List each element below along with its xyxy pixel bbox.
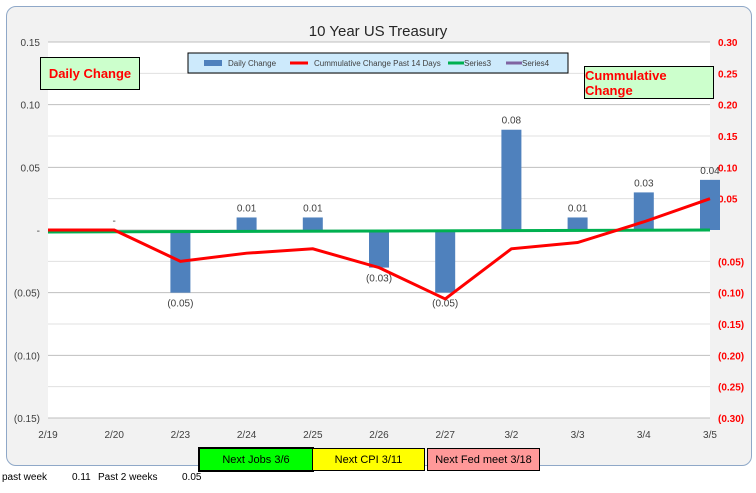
x-axis-tick: 3/2 <box>504 430 518 441</box>
bar-data-label: 0.08 <box>502 116 522 127</box>
cumulative-change-line <box>48 197 711 301</box>
past-week-value: 0.11 <box>72 472 91 483</box>
right-axis-tick: 0.15 <box>718 132 738 143</box>
right-axis-tick: 0.10 <box>718 163 738 174</box>
x-axis-tick: 3/4 <box>637 430 651 441</box>
right-axis-tick: (0.25) <box>718 383 744 394</box>
right-axis-tick: (0.10) <box>718 289 744 300</box>
legend-swatch-bar <box>204 60 222 66</box>
right-axis-tick: (0.15) <box>718 320 744 331</box>
bar-data-label: (0.05) <box>432 299 458 310</box>
left-axis-tick: (0.10) <box>14 351 40 362</box>
legend-label: Cummulative Change Past 14 Days <box>314 59 441 68</box>
x-axis-tick: 2/19 <box>38 430 58 441</box>
x-axis-tick: 2/25 <box>303 430 323 441</box>
bar-daily-change <box>236 217 257 230</box>
x-axis-tick: 2/23 <box>171 430 191 441</box>
bar-daily-change <box>302 217 323 230</box>
left-axis-tick: 0.10 <box>21 101 41 112</box>
right-axis-tick: 0.05 <box>718 195 738 206</box>
left-axis-tick: (0.15) <box>14 414 40 425</box>
bar-daily-change <box>567 217 588 230</box>
right-axis-tick: 0.20 <box>718 101 738 112</box>
x-axis-tick: 2/26 <box>369 430 389 441</box>
right-axis-tick: (0.20) <box>718 351 744 362</box>
right-axis-tick: 0.30 <box>718 38 738 49</box>
bar-data-label: 0.04 <box>700 166 720 177</box>
series3-line <box>47 228 711 234</box>
past-2-weeks-value: 0.05 <box>182 472 202 483</box>
footer-stats: past week 0.11 Past 2 weeks 0.05 <box>2 472 302 486</box>
daily-change-annotation: Daily Change <box>40 57 140 90</box>
legend-label: Daily Change <box>228 59 277 68</box>
bar-data-label: 0.01 <box>303 203 323 214</box>
x-axis-tick: 2/27 <box>435 430 455 441</box>
x-axis-tick: 3/3 <box>571 430 585 441</box>
right-axis-tick: (0.30) <box>718 414 744 425</box>
bar-data-label: (0.03) <box>366 274 392 285</box>
right-axis-tick: 0.25 <box>718 69 738 80</box>
bar-data-label: 0.01 <box>237 203 257 214</box>
x-axis-tick: 2/24 <box>237 430 257 441</box>
event-jobs: Next Jobs 3/6 <box>198 447 314 472</box>
event-cpi: Next CPI 3/11 <box>312 448 425 471</box>
bar-daily-change <box>435 230 456 293</box>
cumulative-change-annotation: Cummulative Change <box>584 66 714 99</box>
bar-daily-change <box>369 230 389 268</box>
left-axis-tick: (0.05) <box>14 289 40 300</box>
bar-daily-change <box>700 179 720 230</box>
bar-data-label: - <box>113 216 116 227</box>
bar-data-label: 0.03 <box>634 178 654 189</box>
legend-label: Series4 <box>522 59 550 68</box>
left-axis-tick: - <box>37 226 40 237</box>
left-axis-tick: 0.15 <box>21 38 41 49</box>
bar-daily-change <box>501 129 522 230</box>
left-axis-tick: 0.05 <box>21 163 41 174</box>
past-2-weeks-label: Past 2 weeks <box>98 472 158 483</box>
chart-title: 10 Year US Treasury <box>309 23 448 40</box>
bar-data-label: 0.01 <box>568 203 588 214</box>
right-axis-tick: (0.05) <box>718 257 744 268</box>
x-axis-tick: 2/20 <box>104 430 124 441</box>
event-fed: Next Fed meet 3/18 <box>427 448 540 471</box>
legend <box>187 52 569 74</box>
x-axis-tick: 3/5 <box>703 430 717 441</box>
bar-data-label: (0.05) <box>167 299 193 310</box>
past-week-label: past week <box>2 472 48 483</box>
legend-label: Series3 <box>464 59 492 68</box>
